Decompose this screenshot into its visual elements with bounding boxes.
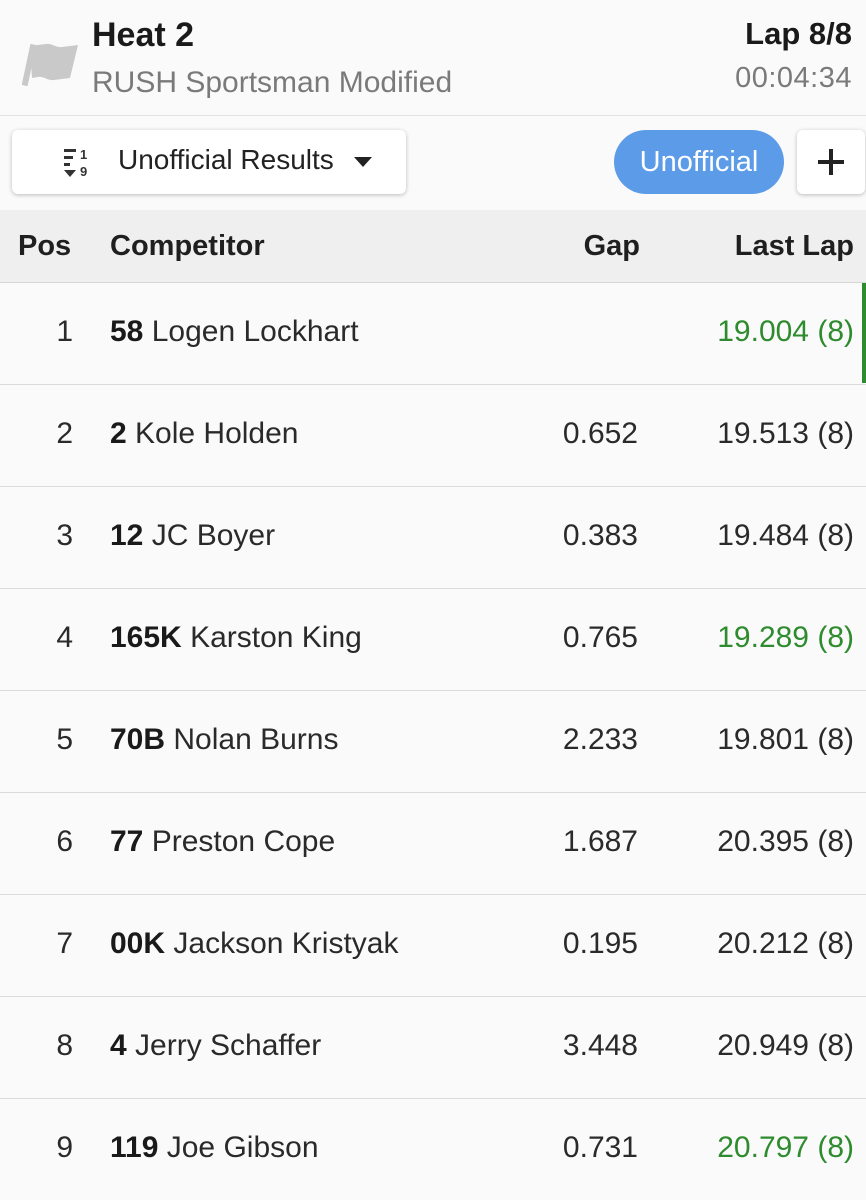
status-badge[interactable]: Unofficial xyxy=(614,130,784,194)
competitor-cell: 4 Jerry Schaffer xyxy=(110,1029,321,1063)
svg-text:9: 9 xyxy=(80,164,87,178)
position-cell: 8 xyxy=(56,1029,73,1062)
gap-cell: 0.765 xyxy=(562,621,638,654)
column-header-competitor[interactable]: Competitor xyxy=(110,230,265,262)
position-cell: 4 xyxy=(56,621,73,654)
competitor-cell: 119 Joe Gibson xyxy=(110,1131,319,1165)
car-number: 12 xyxy=(110,519,144,552)
competitor-cell: 2 Kole Holden xyxy=(110,417,298,451)
last-lap-cell: 19.801 (8) xyxy=(717,723,854,756)
car-number: 58 xyxy=(110,315,144,348)
gap-cell: 3.448 xyxy=(562,1029,638,1062)
toolbar: 1 9 Unofficial Results Unofficial xyxy=(0,116,866,210)
position-cell: 9 xyxy=(56,1131,73,1164)
checkered-flag-icon xyxy=(22,43,78,86)
race-title: Heat 2 xyxy=(92,16,195,54)
table-row[interactable]: 9 119 Joe Gibson 0.731 20.797 (8) xyxy=(0,1099,866,1200)
table-row[interactable]: 6 77 Preston Cope 1.687 20.395 (8) xyxy=(0,793,866,895)
driver-name: Jerry Schaffer xyxy=(135,1029,322,1062)
table-row[interactable]: 7 00K Jackson Kristyak 0.195 20.212 (8) xyxy=(0,895,866,997)
column-header-pos[interactable]: Pos xyxy=(18,230,72,262)
driver-name: Jackson Kristyak xyxy=(173,927,399,960)
table-row[interactable]: 8 4 Jerry Schaffer 3.448 20.949 (8) xyxy=(0,997,866,1099)
column-header-last-lap[interactable]: Last Lap xyxy=(734,230,854,262)
last-lap-cell: 20.212 (8) xyxy=(717,927,854,960)
driver-name: Preston Cope xyxy=(151,825,336,858)
table-row[interactable]: 2 2 Kole Holden 0.652 19.513 (8) xyxy=(0,385,866,487)
position-cell: 5 xyxy=(56,723,73,756)
competitor-cell: 58 Logen Lockhart xyxy=(110,315,359,349)
last-lap-cell: 19.484 (8) xyxy=(717,519,854,552)
table-row[interactable]: 1 58 Logen Lockhart 19.004 (8) xyxy=(0,283,866,385)
gap-cell: 0.195 xyxy=(562,927,638,960)
competitor-cell: 77 Preston Cope xyxy=(110,825,335,859)
driver-name: Nolan Burns xyxy=(173,723,339,756)
car-number: 00K xyxy=(110,927,166,960)
add-button[interactable] xyxy=(797,130,865,194)
last-lap-cell: 19.289 (8) xyxy=(717,621,854,654)
race-clock: 00:04:34 xyxy=(735,62,852,94)
driver-name: Joe Gibson xyxy=(166,1131,319,1164)
leader-indicator xyxy=(862,283,866,383)
competitor-cell: 12 JC Boyer xyxy=(110,519,275,553)
competitor-cell: 70B Nolan Burns xyxy=(110,723,338,757)
lap-counter: Lap 8/8 xyxy=(745,16,852,51)
gap-cell: 0.652 xyxy=(562,417,638,450)
car-number: 119 xyxy=(110,1131,159,1164)
last-lap-cell: 20.797 (8) xyxy=(717,1131,854,1164)
position-cell: 2 xyxy=(56,417,73,450)
car-number: 77 xyxy=(110,825,144,858)
last-lap-cell: 20.395 (8) xyxy=(717,825,854,858)
results-table-header: Pos Competitor Gap Last Lap xyxy=(0,210,866,283)
plus-icon xyxy=(818,149,844,175)
last-lap-cell: 20.949 (8) xyxy=(717,1029,854,1062)
race-header: Heat 2 RUSH Sportsman Modified Lap 8/8 0… xyxy=(0,0,866,116)
competitor-cell: 165K Karston King xyxy=(110,621,362,655)
driver-name: Karston King xyxy=(190,621,362,654)
gap-cell: 1.687 xyxy=(562,825,638,858)
sort-numeric-icon: 1 9 xyxy=(64,147,87,178)
race-class: RUSH Sportsman Modified xyxy=(92,66,453,99)
svg-text:1: 1 xyxy=(80,147,87,162)
car-number: 2 xyxy=(110,417,127,450)
results-table-body: 1 58 Logen Lockhart 19.004 (8) 2 2 Kole … xyxy=(0,283,866,1200)
gap-cell: 0.731 xyxy=(562,1131,638,1164)
results-dropdown-label: Unofficial Results xyxy=(118,144,334,175)
last-lap-cell: 19.513 (8) xyxy=(717,417,854,450)
column-header-gap[interactable]: Gap xyxy=(583,230,640,262)
gap-cell: 2.233 xyxy=(562,723,638,756)
competitor-cell: 00K Jackson Kristyak xyxy=(110,927,398,961)
position-cell: 6 xyxy=(56,825,73,858)
table-row[interactable]: 3 12 JC Boyer 0.383 19.484 (8) xyxy=(0,487,866,589)
position-cell: 3 xyxy=(56,519,73,552)
caret-down-icon xyxy=(354,157,372,167)
position-cell: 1 xyxy=(56,315,73,348)
driver-name: JC Boyer xyxy=(151,519,276,552)
car-number: 70B xyxy=(110,723,166,756)
table-row[interactable]: 5 70B Nolan Burns 2.233 19.801 (8) xyxy=(0,691,866,793)
table-row[interactable]: 4 165K Karston King 0.765 19.289 (8) xyxy=(0,589,866,691)
position-cell: 7 xyxy=(56,927,73,960)
last-lap-cell: 19.004 (8) xyxy=(717,315,854,348)
results-dropdown[interactable]: 1 9 Unofficial Results xyxy=(12,130,406,194)
car-number: 4 xyxy=(110,1029,127,1062)
car-number: 165K xyxy=(110,621,182,654)
driver-name: Logen Lockhart xyxy=(151,315,359,348)
driver-name: Kole Holden xyxy=(135,417,299,450)
gap-cell: 0.383 xyxy=(562,519,638,552)
